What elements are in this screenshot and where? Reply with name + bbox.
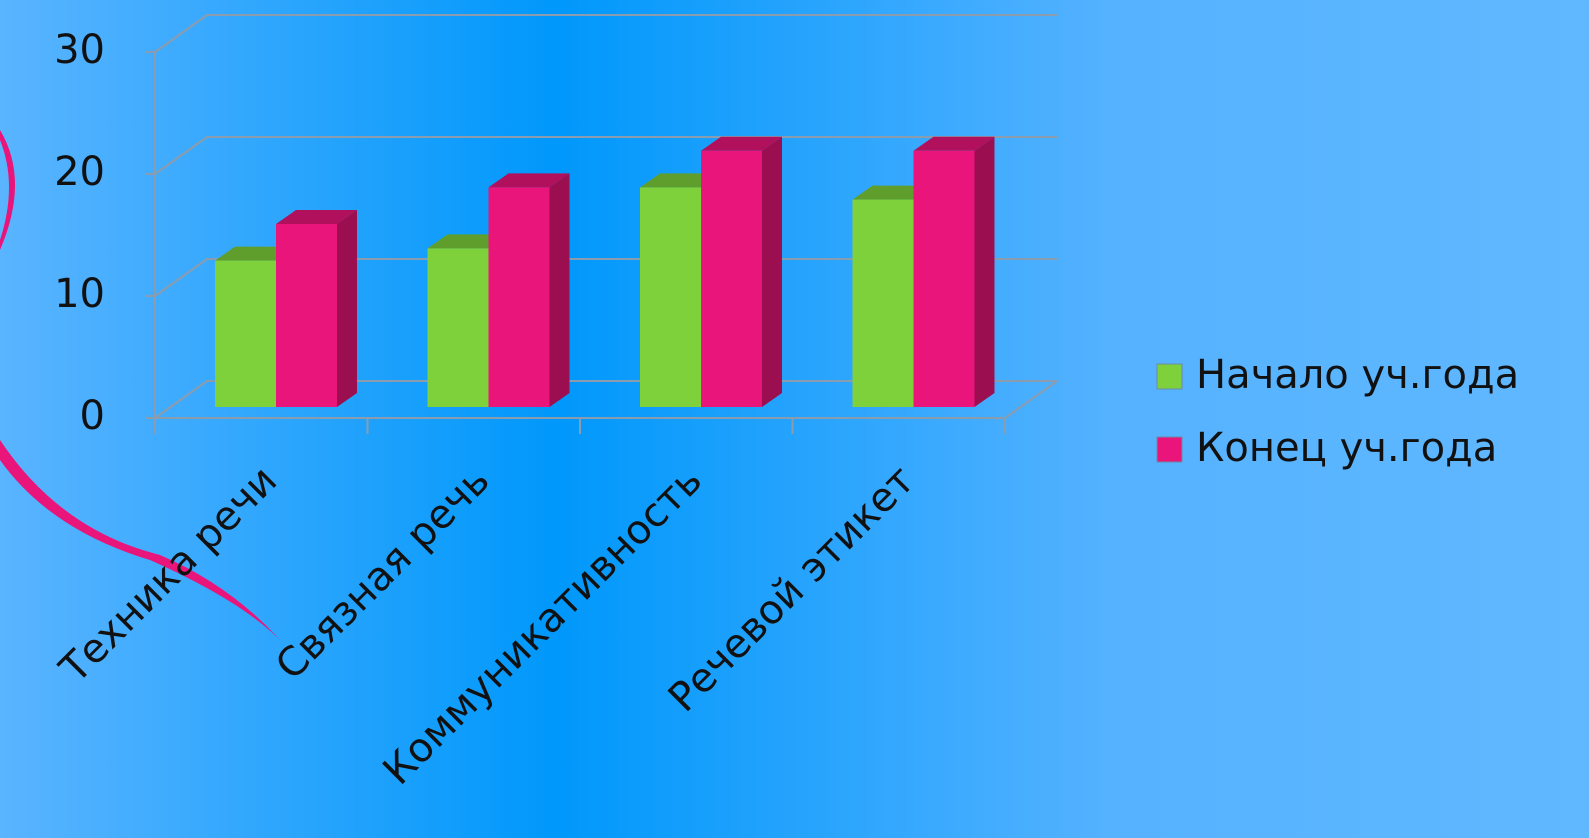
bar-top [488, 173, 570, 188]
y-tick-label: 30 [54, 27, 105, 73]
legend-swatch [1156, 436, 1183, 463]
bar [488, 187, 550, 407]
y-tick-label: 10 [54, 271, 105, 317]
grid-line [154, 14, 1057, 53]
legend-label: Конец уч.года [1196, 425, 1497, 471]
bar-side [762, 136, 782, 408]
bar-side [337, 210, 357, 407]
bar [215, 260, 276, 407]
bar-top [276, 210, 357, 224]
bar-top [701, 136, 782, 151]
y-tick-label: 20 [54, 149, 105, 195]
y-tick-label: 0 [80, 393, 105, 439]
decor-curve [0, 130, 15, 250]
legend-label: Начало уч.года [1196, 352, 1519, 398]
bar [276, 224, 337, 407]
bar [701, 150, 762, 408]
bar-top [913, 136, 995, 151]
bar [640, 187, 701, 407]
bar-top [215, 246, 296, 261]
bar [427, 248, 489, 407]
bar-top [852, 185, 934, 200]
bar [852, 199, 914, 407]
bar-side [549, 173, 570, 407]
bar-top [640, 173, 721, 188]
bar [913, 150, 975, 408]
legend-swatch [1156, 363, 1183, 390]
bar-top [427, 234, 509, 249]
bar-side [974, 136, 995, 408]
